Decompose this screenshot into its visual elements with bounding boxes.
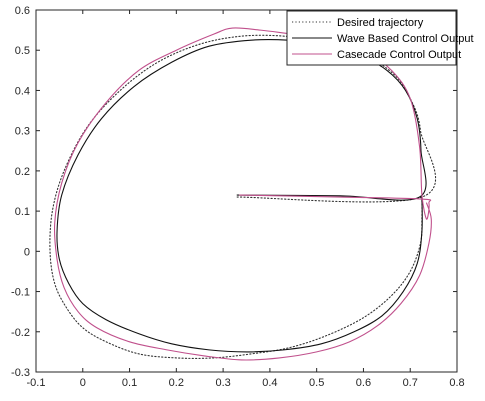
y-tick-label: 0.3 bbox=[15, 126, 30, 138]
legend: Desired trajectory Wave Based Control Out… bbox=[286, 10, 474, 66]
x-tick-label: 0.1 bbox=[122, 377, 137, 389]
x-tick-label: 0 bbox=[80, 377, 86, 389]
y-tick-label: 0 bbox=[24, 246, 30, 258]
y-tick-label: 0.5 bbox=[15, 45, 30, 57]
y-tick-label: -0.2 bbox=[11, 327, 30, 339]
series-casecade-control bbox=[53, 27, 432, 361]
x-tick-label: 0.8 bbox=[449, 377, 464, 389]
x-tick-label: 0.4 bbox=[262, 377, 277, 389]
y-tick-label: 0.2 bbox=[15, 166, 30, 178]
y-axis: -0.3 -0.2 -0.1 0 0.1 0.2 0.3 0.4 0.5 0.6 bbox=[11, 5, 457, 379]
legend-label: Wave Based Control Output bbox=[337, 33, 474, 45]
y-tick-label: 0.1 bbox=[15, 206, 30, 218]
x-tick-label: 0.5 bbox=[309, 377, 324, 389]
legend-label: Casecade Control Output bbox=[337, 49, 461, 61]
x-axis: -0.1 0 0.1 0.2 0.3 0.4 0.5 0.6 0.7 0.8 bbox=[27, 10, 465, 389]
x-tick-label: 0.6 bbox=[356, 377, 371, 389]
y-tick-label: -0.3 bbox=[11, 367, 30, 379]
x-tick-label: -0.1 bbox=[27, 377, 46, 389]
y-tick-label: 0.6 bbox=[15, 5, 30, 17]
legend-label: Desired trajectory bbox=[337, 17, 424, 29]
y-tick-label: 0.4 bbox=[15, 85, 30, 97]
x-tick-label: 0.2 bbox=[169, 377, 184, 389]
y-tick-label: -0.1 bbox=[11, 287, 30, 299]
series-wave-based-control bbox=[56, 38, 427, 353]
x-tick-label: 0.3 bbox=[215, 377, 230, 389]
x-tick-label: 0.7 bbox=[403, 377, 418, 389]
